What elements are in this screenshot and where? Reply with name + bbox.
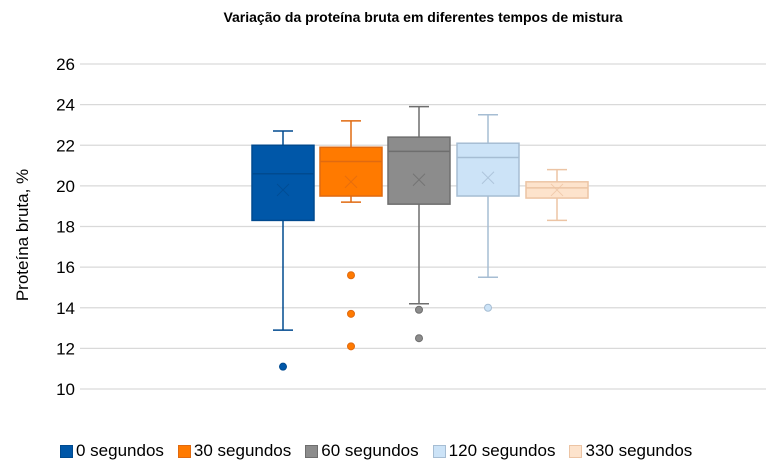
legend-label: 120 segundos (448, 441, 556, 460)
legend-label: 30 segundos (193, 441, 292, 460)
legend-item: 120 segundos (432, 441, 556, 461)
y-tick-label: 22 (56, 136, 75, 155)
y-tick-label: 24 (56, 96, 75, 115)
box (319, 146, 383, 197)
legend-label: 0 segundos (76, 441, 164, 460)
legend-swatch (60, 444, 73, 458)
y-tick-label: 18 (56, 218, 75, 237)
legend-swatch (569, 444, 583, 458)
legend-label: 60 segundos (321, 441, 419, 460)
mean-marker (481, 171, 495, 185)
box (387, 136, 451, 205)
legend-item: 0 segundos (60, 441, 164, 461)
outlier-point (347, 271, 355, 280)
y-tick-label: 16 (56, 258, 75, 277)
outlier-point (347, 309, 355, 318)
y-tick-label: 12 (56, 339, 75, 358)
mean-marker (344, 175, 358, 189)
outlier-point (415, 305, 423, 314)
y-tick-label: 10 (56, 380, 75, 399)
outlier-point (347, 342, 355, 351)
legend-swatch (432, 444, 446, 458)
mean-marker (550, 183, 564, 197)
box (251, 144, 315, 222)
legend-item: 60 segundos (305, 441, 419, 461)
legend-item: 330 segundos (569, 441, 692, 461)
chart-title: Variação da proteína bruta em diferentes… (223, 9, 623, 25)
outlier-point (279, 362, 287, 371)
legend-swatch (305, 444, 319, 458)
box (456, 142, 520, 197)
mean-marker (276, 183, 290, 197)
legend-swatch (177, 444, 191, 458)
mean-marker (412, 173, 426, 187)
legend-item: 30 segundos (177, 441, 292, 461)
outlier-point (484, 303, 492, 312)
y-tick-label: 26 (56, 55, 75, 74)
y-tick-label: 14 (56, 299, 75, 318)
legend-label: 330 segundos (585, 441, 693, 460)
legend: 0 segundos 30 segundos 60 segundos 120 segu… (60, 441, 692, 461)
outlier-point (415, 334, 423, 343)
y-tick-label: 20 (56, 177, 75, 196)
